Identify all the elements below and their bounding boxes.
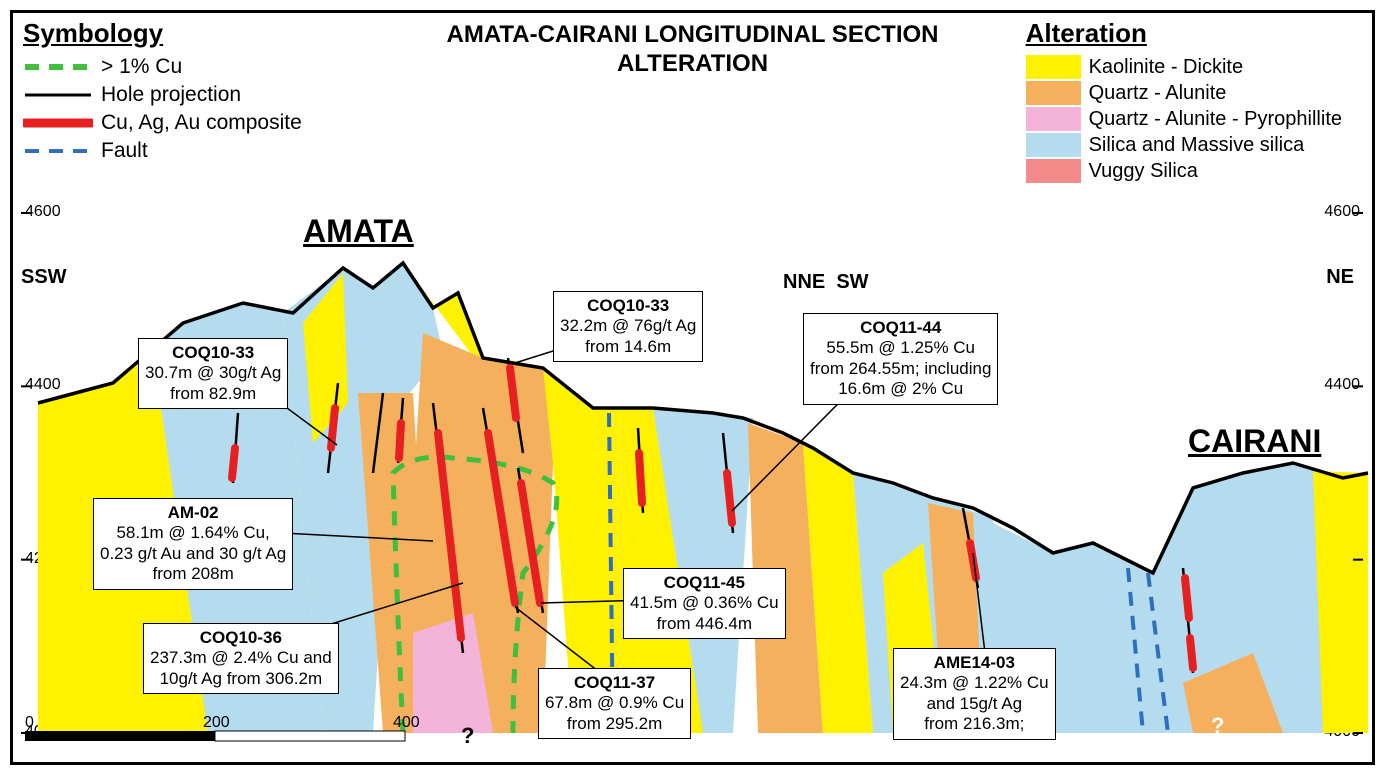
composite-interval: [232, 448, 235, 478]
callout-title: COQ10-33: [145, 343, 281, 363]
composite-interval: [639, 453, 642, 503]
callout-text: 0.23 g/t Au and 30 g/t Ag: [100, 544, 286, 564]
callout-COQ10-36: COQ10-36237.3m @ 2.4% Cu and10g/t Ag fro…: [143, 623, 339, 694]
callout-title: COQ11-37: [545, 673, 684, 693]
callout-COQ11-37: COQ11-3767.8m @ 0.9% Cufrom 295.2m: [538, 668, 691, 739]
callout-text: from 208m: [100, 564, 286, 584]
callout-text: 24.3m @ 1.22% Cu: [900, 673, 1049, 693]
callout-text: 32.2m @ 76g/t Ag: [560, 316, 696, 336]
callout-title: AM-02: [100, 503, 286, 523]
callout-AME14-03: AME14-0324.3m @ 1.22% Cuand 15g/t Agfrom…: [893, 648, 1056, 740]
callout-title: COQ11-44: [810, 318, 991, 338]
callout-title: COQ10-36: [150, 628, 332, 648]
callout-text: from 82.9m: [145, 384, 281, 404]
callout-text: from 14.6m: [560, 337, 696, 357]
callout-AM-02: AM-0258.1m @ 1.64% Cu,0.23 g/t Au and 30…: [93, 498, 293, 590]
callout-text: 16.6m @ 2% Cu: [810, 379, 991, 399]
scale-tick-1: 200: [203, 715, 230, 731]
callout-COQ11-44: COQ11-4455.5m @ 1.25% Cufrom 264.55m; in…: [803, 313, 998, 405]
callout-COQ10-33a: COQ10-3330.7m @ 30g/t Agfrom 82.9m: [138, 338, 288, 409]
scale-bar: 0 200 400: [23, 715, 443, 750]
callout-text: and 15g/t Ag: [900, 694, 1049, 714]
callout-text: 41.5m @ 0.36% Cu: [630, 593, 779, 613]
callout-COQ10-33b: COQ10-3332.2m @ 76g/t Agfrom 14.6m: [553, 291, 703, 362]
scale-tick-2: 400: [393, 715, 420, 731]
callout-title: COQ11-45: [630, 573, 779, 593]
callout-text: 55.5m @ 1.25% Cu: [810, 338, 991, 358]
callout-COQ11-45: COQ11-4541.5m @ 0.36% Cufrom 446.4m: [623, 568, 786, 639]
question-mark-2: ?: [1211, 713, 1224, 739]
composite-interval: [727, 473, 732, 523]
composite-interval: [1185, 578, 1189, 618]
scale-tick-0: 0: [25, 715, 34, 731]
callout-text: 237.3m @ 2.4% Cu and: [150, 648, 332, 668]
composite-interval: [1190, 638, 1193, 668]
callout-text: 67.8m @ 0.9% Cu: [545, 693, 684, 713]
callout-text: from 264.55m; including: [810, 359, 991, 379]
question-mark-1: ?: [461, 723, 474, 749]
callout-text: from 216.3m;: [900, 714, 1049, 734]
callout-text: from 295.2m: [545, 714, 684, 734]
callout-text: 58.1m @ 1.64% Cu,: [100, 523, 286, 543]
callout-text: 10g/t Ag from 306.2m: [150, 669, 332, 689]
callout-text: from 446.4m: [630, 614, 779, 634]
callout-title: COQ10-33: [560, 296, 696, 316]
callout-text: 30.7m @ 30g/t Ag: [145, 363, 281, 383]
section-container: AMATA-CAIRANI LONGITUDINAL SECTION ALTER…: [10, 10, 1375, 765]
composite-interval: [399, 423, 401, 458]
callout-title: AME14-03: [900, 653, 1049, 673]
